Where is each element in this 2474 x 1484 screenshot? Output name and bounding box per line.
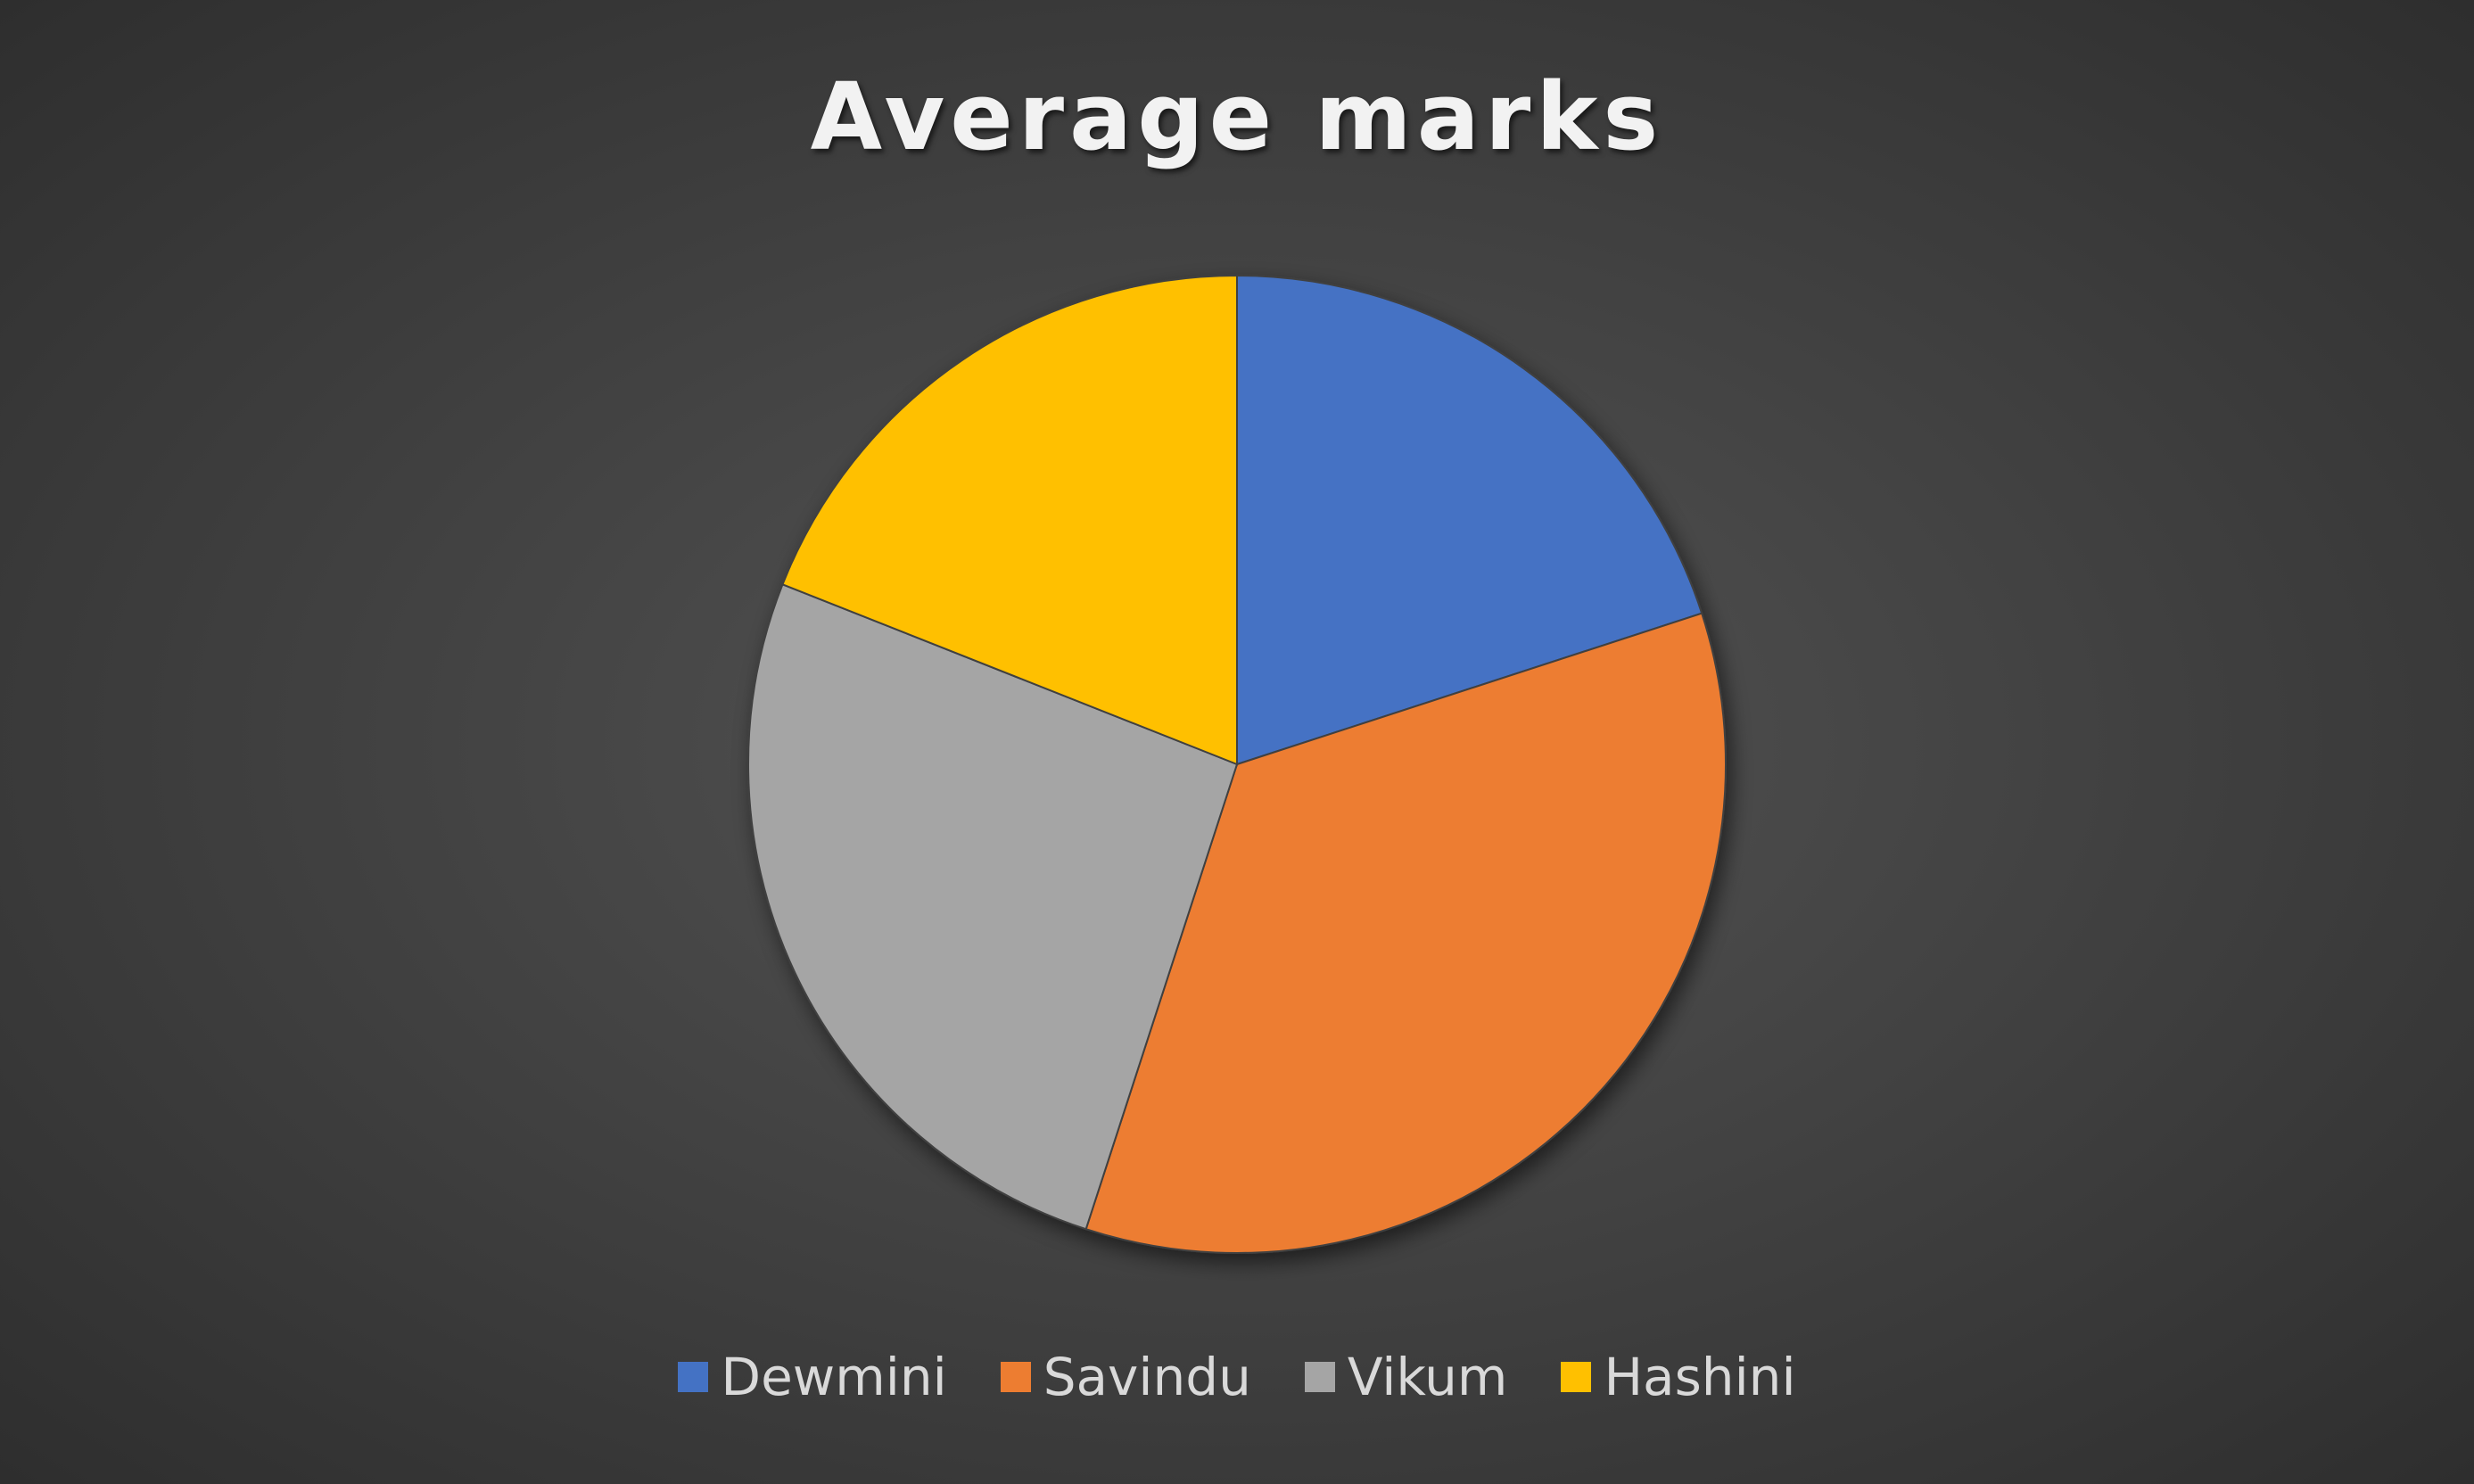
chart-legend: Dewmini Savindu Vikum Hashini (0, 1347, 2474, 1407)
legend-label: Vikum (1347, 1347, 1508, 1407)
legend-swatch (678, 1362, 709, 1392)
legend-label: Dewmini (721, 1347, 947, 1407)
chart-title: Average marks (810, 62, 1664, 171)
legend-swatch (1000, 1362, 1031, 1392)
pie-slice-shade-savindu (1084, 612, 1727, 1254)
pie-slice-shade-dewmini (1236, 274, 1703, 766)
legend-item-hashini: Hashini (1561, 1347, 1796, 1407)
legend-item-dewmini: Dewmini (678, 1347, 947, 1407)
pie-slice-shade-vikum (747, 582, 1239, 1231)
legend-swatch (1304, 1362, 1335, 1392)
legend-label: Savindu (1043, 1347, 1251, 1407)
legend-label: Hashini (1604, 1347, 1796, 1407)
legend-swatch (1561, 1362, 1592, 1392)
pie-slice-shade-hashini (781, 274, 1238, 766)
legend-item-vikum: Vikum (1304, 1347, 1508, 1407)
legend-item-savindu: Savindu (1000, 1347, 1251, 1407)
